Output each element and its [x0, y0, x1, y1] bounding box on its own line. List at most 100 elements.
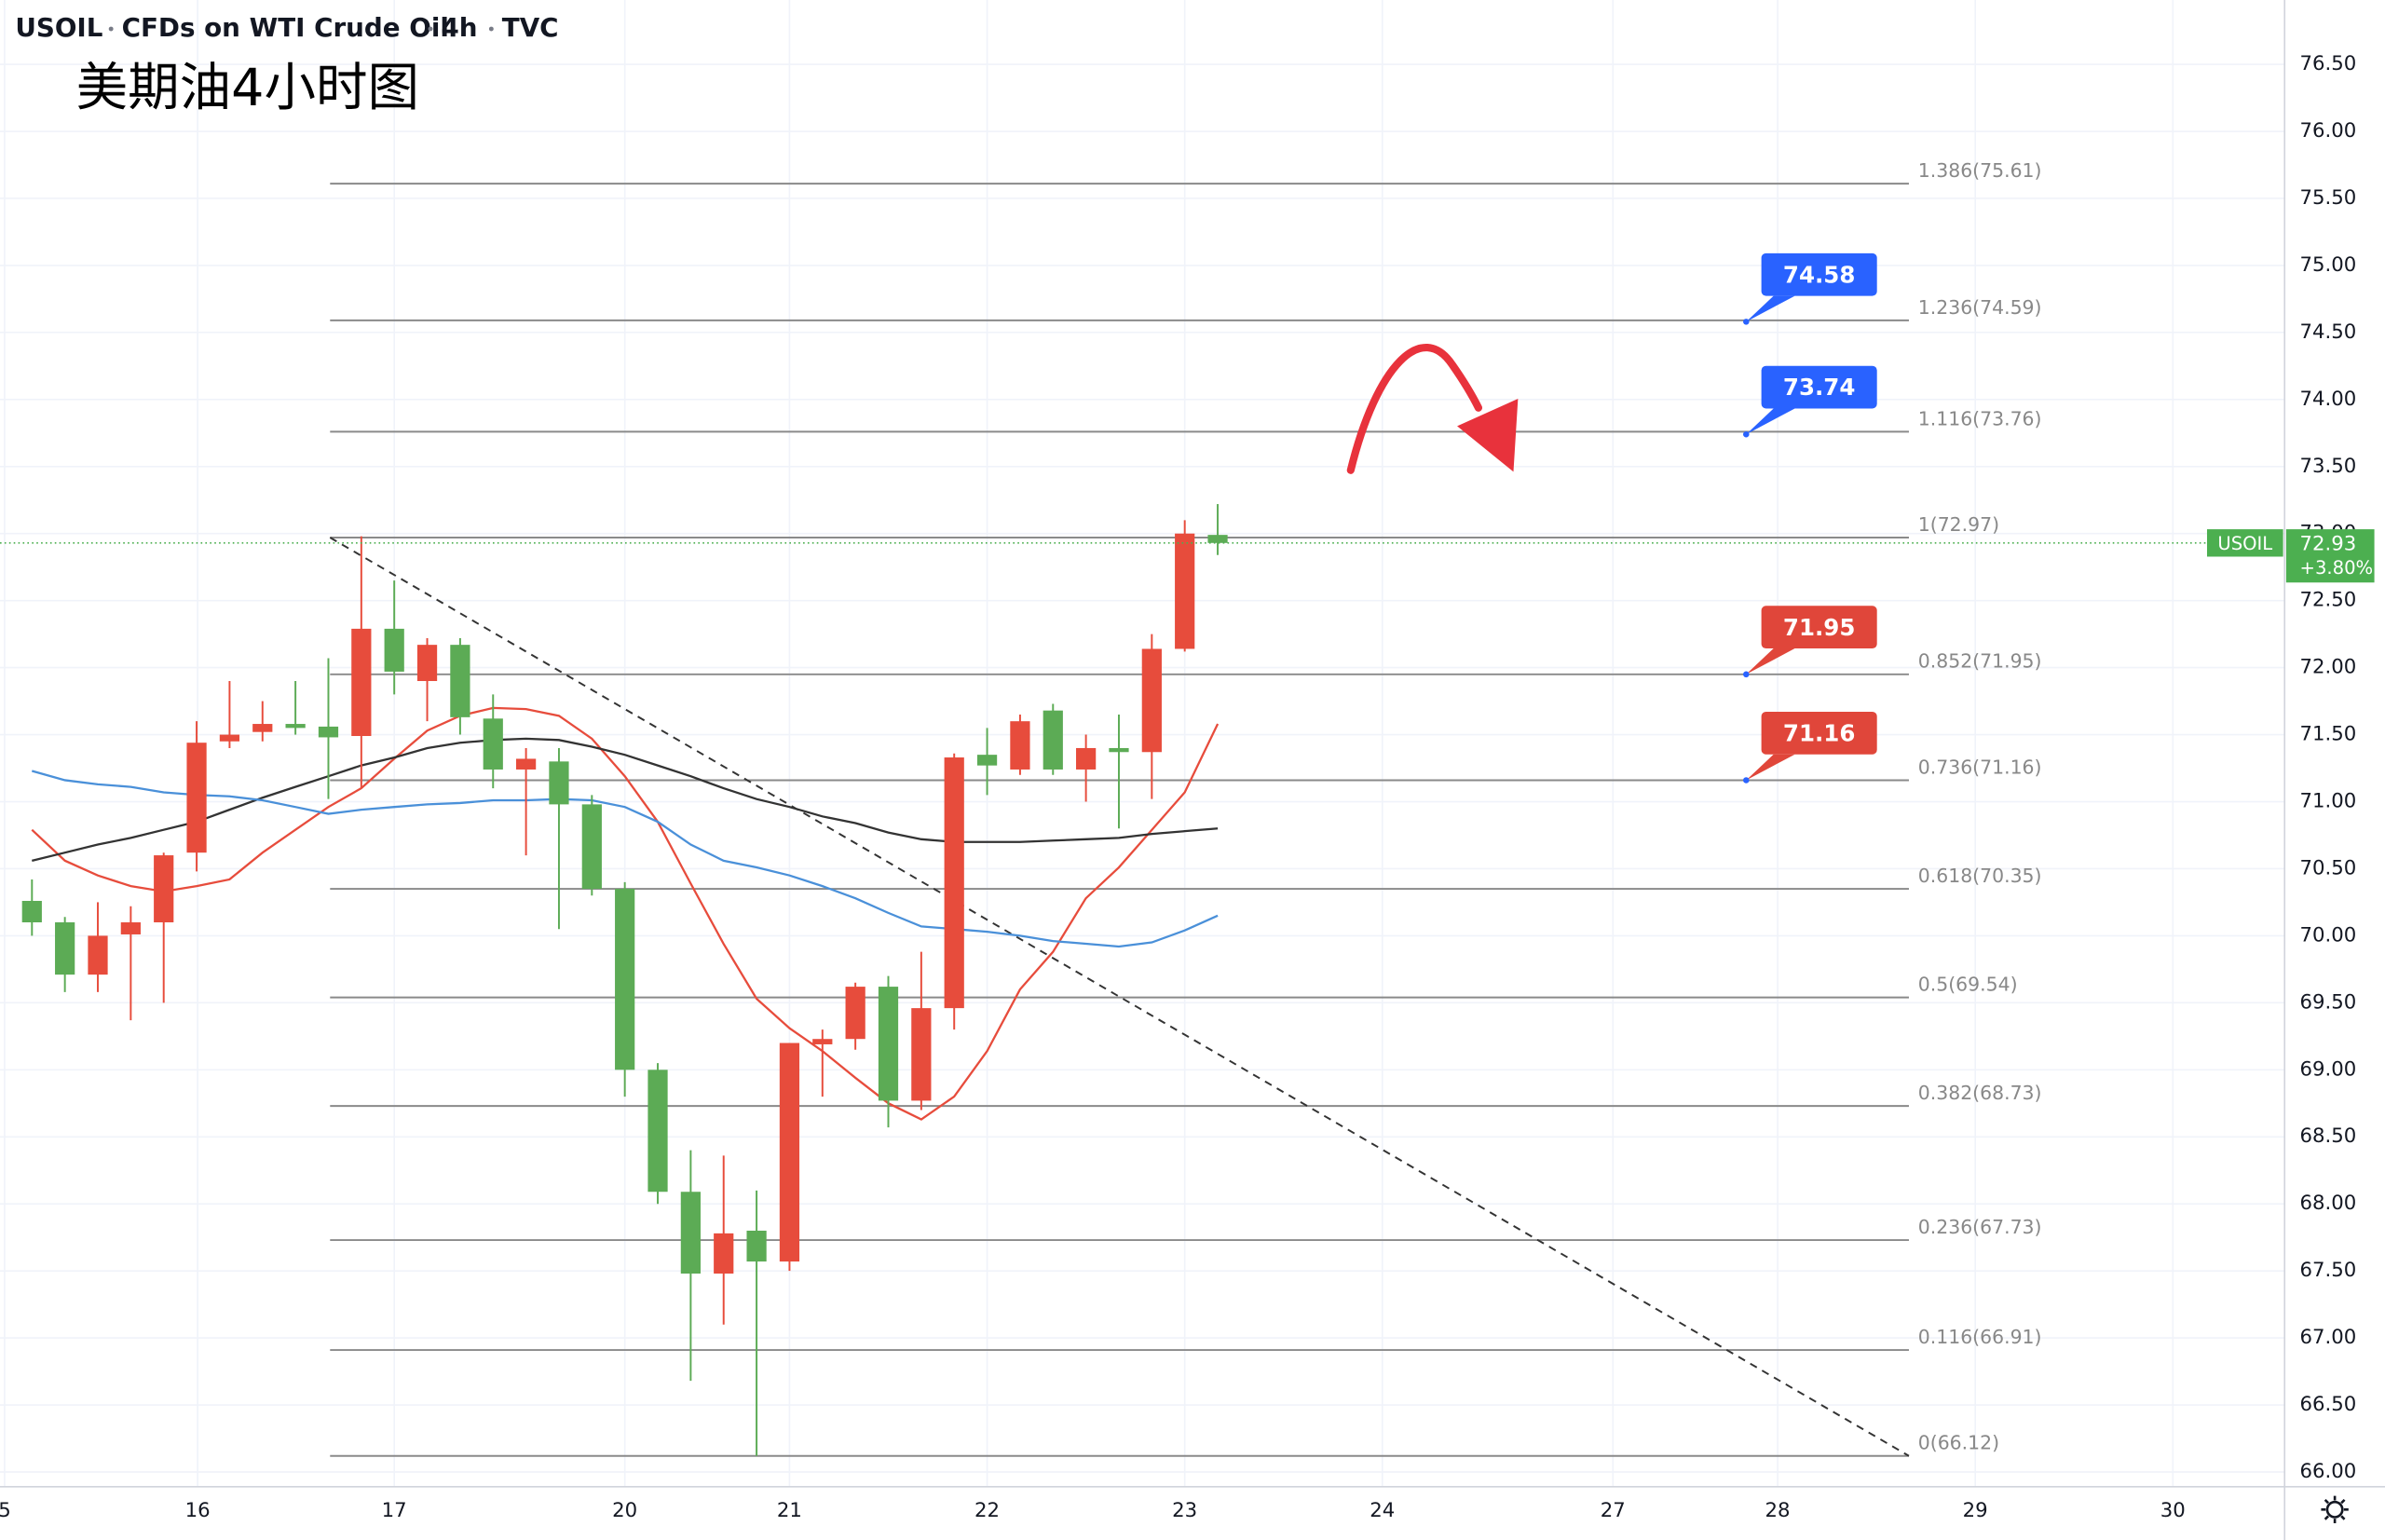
y-tick-label: 72.50 — [2300, 589, 2357, 612]
y-tick-label: 70.00 — [2300, 923, 2357, 947]
fib-label: 0.5(69.54) — [1918, 974, 2018, 996]
fib-label: 1.386(75.61) — [1918, 159, 2042, 182]
description: CFDs on WTI Crude Oil — [122, 12, 449, 43]
fib-label: 1(72.97) — [1918, 513, 1999, 536]
y-tick-label: 67.50 — [2300, 1259, 2357, 1282]
y-tick-label: 70.50 — [2300, 856, 2357, 879]
y-tick-label: 66.50 — [2300, 1393, 2357, 1416]
price-tag — [2285, 529, 2375, 583]
y-tick-label: 74.50 — [2300, 320, 2357, 344]
candle-body — [647, 1070, 668, 1192]
candle-body — [384, 628, 404, 672]
callout-box — [1761, 365, 1877, 409]
y-tick-label: 66.00 — [2300, 1460, 2357, 1483]
candle-body — [416, 645, 438, 682]
candle-body — [615, 889, 635, 1070]
callout-box — [1761, 252, 1877, 296]
moving-average — [31, 706, 1220, 1121]
separator — [428, 26, 433, 32]
x-tick-label: 21 — [777, 1499, 802, 1522]
candle-body — [1175, 533, 1195, 649]
fib-label: 0.736(71.16) — [1918, 756, 2042, 778]
y-tick-label: 71.00 — [2300, 790, 2357, 813]
y-tick-label: 67.00 — [2300, 1326, 2357, 1349]
candle-body — [1109, 747, 1129, 753]
fib-label: 0.618(70.35) — [1918, 865, 2042, 887]
moving-average — [32, 737, 1219, 862]
candle-body — [1141, 648, 1162, 753]
gear[interactable] — [2325, 1500, 2344, 1519]
callout-anchor — [1743, 319, 1750, 325]
callout-pointer — [1746, 648, 1795, 675]
candle-body — [976, 755, 998, 766]
subtitle: 美期油4小时图 — [76, 58, 419, 118]
candle-body — [219, 734, 240, 742]
x-tick-label: 17 — [382, 1499, 407, 1522]
callout-pointer — [1746, 754, 1795, 781]
separator — [488, 26, 494, 32]
candle-body — [55, 922, 75, 975]
callout-pointer — [1746, 408, 1795, 435]
settings-icon[interactable] — [2321, 1495, 2349, 1524]
callout-anchor — [1743, 671, 1750, 678]
fib-label: 0.236(67.73) — [1918, 1216, 2042, 1238]
y-tick-label: 72.00 — [2300, 656, 2357, 679]
candle-body — [1207, 535, 1228, 543]
gear-teeth[interactable] — [2321, 1495, 2349, 1524]
candle-body — [812, 1039, 833, 1044]
candle-body — [120, 922, 141, 934]
interval: 4h — [441, 12, 477, 43]
candle-body — [581, 804, 602, 890]
fib-label: 0.852(71.95) — [1918, 650, 2042, 673]
y-tick-label: 76.50 — [2300, 52, 2357, 75]
y-tick-label: 69.50 — [2300, 990, 2357, 1014]
y-tick-label: 71.50 — [2300, 723, 2357, 746]
exchange: TVC — [502, 12, 559, 43]
symbol: USOIL — [15, 12, 102, 43]
callout-box — [1761, 606, 1877, 649]
moving-averages — [31, 706, 1220, 1121]
candle-body — [21, 900, 42, 923]
candle-body — [944, 757, 964, 1009]
candle-body — [1010, 721, 1030, 770]
x-tick-label: 20 — [612, 1499, 637, 1522]
callout-label: 71.95 — [1783, 614, 1855, 641]
drawn-arrow-head — [1457, 398, 1519, 472]
overlay: 74.58 73.74 71.95 71.16 — [0, 252, 2206, 784]
y-tick-label: 68.00 — [2300, 1192, 2357, 1215]
candle-body — [878, 987, 899, 1101]
candle-body — [318, 726, 339, 738]
moving-average — [31, 770, 1219, 948]
callout-anchor — [1743, 430, 1750, 438]
x-tick-label: 27 — [1601, 1499, 1626, 1522]
fib-label: 1.116(73.76) — [1918, 407, 2042, 429]
fib-label: 0.116(66.91) — [1918, 1326, 2042, 1348]
trendline — [329, 537, 1910, 1457]
y-tick-label: 73.50 — [2300, 455, 2357, 478]
callout-label: 71.16 — [1783, 719, 1855, 746]
fib-label: 0(66.12) — [1918, 1432, 1999, 1454]
y-tick-label: 69.00 — [2300, 1057, 2357, 1081]
candle-body — [515, 758, 537, 770]
candle-body — [714, 1233, 734, 1274]
fib-label: 0.382(68.73) — [1918, 1082, 2042, 1104]
callout-label: 74.58 — [1783, 261, 1855, 288]
candle-body — [154, 855, 174, 923]
x-tick-label: 16 — [185, 1499, 211, 1522]
y-tick-label: 74.00 — [2300, 388, 2357, 411]
candle-body — [746, 1230, 767, 1262]
separator — [108, 26, 114, 32]
candle-body — [285, 724, 306, 729]
candle-body — [450, 645, 470, 717]
candle-body — [351, 628, 372, 737]
y-tick-label: 75.50 — [2300, 186, 2357, 210]
candles — [21, 504, 1228, 1456]
symbol-tag — [2206, 529, 2283, 557]
candle-body — [1076, 747, 1097, 770]
candle-body — [88, 935, 108, 975]
x-tick-label: 29 — [1963, 1499, 1988, 1522]
candle-body — [483, 718, 503, 770]
symbol-tag-label: USOIL — [2217, 533, 2272, 554]
